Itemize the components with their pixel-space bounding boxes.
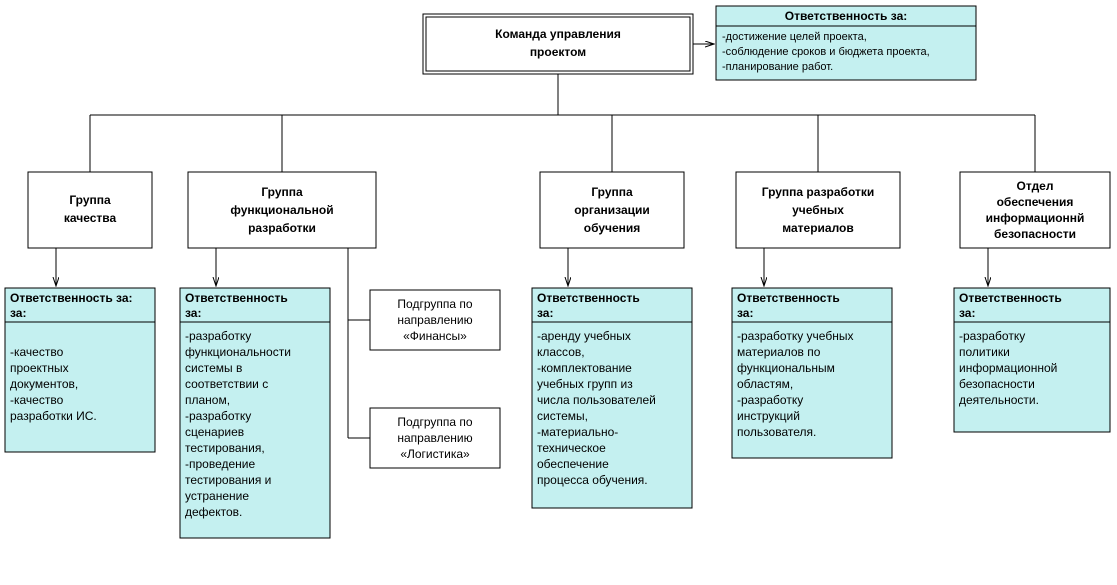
svg-text:Отдел: Отдел [1017,179,1054,193]
svg-text:сценариев: сценариев [185,425,244,439]
svg-text:Подгруппа по: Подгруппа по [397,297,472,311]
branch-3-resp: Ответственность за: -разработку учебных … [732,288,892,458]
org-chart: Команда управления проектом Ответственно… [0,0,1117,585]
svg-text:классов,: классов, [537,345,585,359]
svg-text:за:: за: [537,306,553,320]
svg-text:системы,: системы, [537,409,588,423]
svg-text:обучения: обучения [584,221,641,235]
svg-text:функциональности: функциональности [185,345,291,359]
svg-text:пользователя.: пользователя. [737,425,816,439]
branch-1-resp: Ответственность за: -разработку функцион… [180,288,330,538]
svg-text:Ответственность за:: Ответственность за: [10,291,133,305]
branch-2-resp: Ответственность за: -аренду учебных клас… [532,288,692,508]
svg-text:Ответственность: Ответственность [537,291,640,305]
branch-1: Группа функциональной разработки [188,172,376,248]
subgroup-1: Подгруппа по направлению «Логистика» [370,408,500,468]
branch-0: Группа качества [28,172,152,248]
svg-text:разработки: разработки [248,221,316,235]
svg-text:Группа разработки: Группа разработки [762,185,875,199]
svg-text:-разработку: -разработку [185,409,251,423]
svg-text:областям,: областям, [737,377,793,391]
svg-text:информационнй: информационнй [986,211,1085,225]
svg-text:Группа: Группа [69,193,111,207]
svg-text:за:: за: [737,306,753,320]
svg-text:организации: организации [574,203,650,217]
svg-text:-комплектование: -комплектование [537,361,632,375]
svg-text:устранение: устранение [185,489,249,503]
svg-text:-материально-: -материально- [537,425,618,439]
svg-text:тестирования и: тестирования и [185,473,271,487]
svg-text:-разработку: -разработку [737,393,803,407]
svg-text:-проведение: -проведение [185,457,255,471]
svg-text:планом,: планом, [185,393,230,407]
svg-text:функциональной: функциональной [230,203,333,217]
subgroup-0: Подгруппа по направлению «Финансы» [370,290,500,350]
svg-text:Группа: Группа [591,185,633,199]
root-resp: Ответственность за: -достижение целей пр… [716,6,976,80]
svg-text:разработки ИС.: разработки ИС. [10,409,97,423]
svg-text:Ответственность: Ответственность [185,291,288,305]
svg-text:за:: за: [10,306,26,320]
svg-text:учебных групп из: учебных групп из [537,377,633,391]
root-title-1: Команда управления [495,27,621,41]
svg-text:направлению: направлению [397,313,472,327]
branch-0-resp: Ответственность за: за: -качество проект… [5,288,155,452]
svg-text:-качество: -качество [10,393,64,407]
svg-text:безопасности: безопасности [959,377,1035,391]
svg-text:Подгруппа по: Подгруппа по [397,415,472,429]
root-title-2: проектом [530,45,586,59]
root-resp-1: -соблюдение сроков и бюджета проекта, [722,46,930,58]
svg-text:Ответственность: Ответственность [737,291,840,305]
svg-text:за:: за: [959,306,975,320]
svg-text:-разработку: -разработку [959,329,1025,343]
svg-text:качества: качества [64,211,117,225]
branch-4: Отдел обеспечения информационнй безопасн… [960,172,1110,248]
svg-text:процесса обучения.: процесса обучения. [537,473,648,487]
svg-text:материалов: материалов [782,221,854,235]
svg-text:техническое: техническое [537,441,606,455]
svg-text:обеспечения: обеспечения [997,195,1074,209]
branch-2: Группа организации обучения [540,172,684,248]
svg-text:проектных: проектных [10,361,69,375]
svg-text:информационной: информационной [959,361,1057,375]
svg-text:тестирования,: тестирования, [185,441,265,455]
svg-text:соответствии с: соответствии с [185,377,268,391]
svg-text:документов,: документов, [10,377,78,391]
svg-text:дефектов.: дефектов. [185,505,242,519]
svg-text:материалов по: материалов по [737,345,821,359]
svg-text:инструкций: инструкций [737,409,800,423]
branch-4-resp: Ответственность за: -разработку политики… [954,288,1110,432]
svg-text:обеспечение: обеспечение [537,457,609,471]
svg-text:функциональным: функциональным [737,361,835,375]
svg-text:политики: политики [959,345,1010,359]
svg-text:Ответственность: Ответственность [959,291,1062,305]
svg-text:-качество: -качество [10,345,64,359]
svg-text:учебных: учебных [792,203,844,217]
svg-text:Группа: Группа [261,185,303,199]
root-resp-title: Ответственность за: [785,9,908,23]
svg-text:числа пользователей: числа пользователей [537,393,656,407]
svg-text:деятельности.: деятельности. [959,393,1039,407]
svg-text:«Логистика»: «Логистика» [400,447,470,461]
root-resp-2: -планирование работ. [722,61,833,73]
svg-text:безопасности: безопасности [994,227,1076,241]
svg-text:«Финансы»: «Финансы» [403,329,467,343]
svg-text:-аренду учебных: -аренду учебных [537,329,631,343]
svg-text:за:: за: [185,306,201,320]
svg-text:-разработку учебных: -разработку учебных [737,329,853,343]
svg-text:-разработку: -разработку [185,329,251,343]
root-resp-0: -достижение целей проекта, [722,31,867,43]
root-node: Команда управления проектом [423,14,693,74]
branch-3: Группа разработки учебных материалов [736,172,900,248]
svg-text:системы в: системы в [185,361,242,375]
svg-text:направлению: направлению [397,431,472,445]
